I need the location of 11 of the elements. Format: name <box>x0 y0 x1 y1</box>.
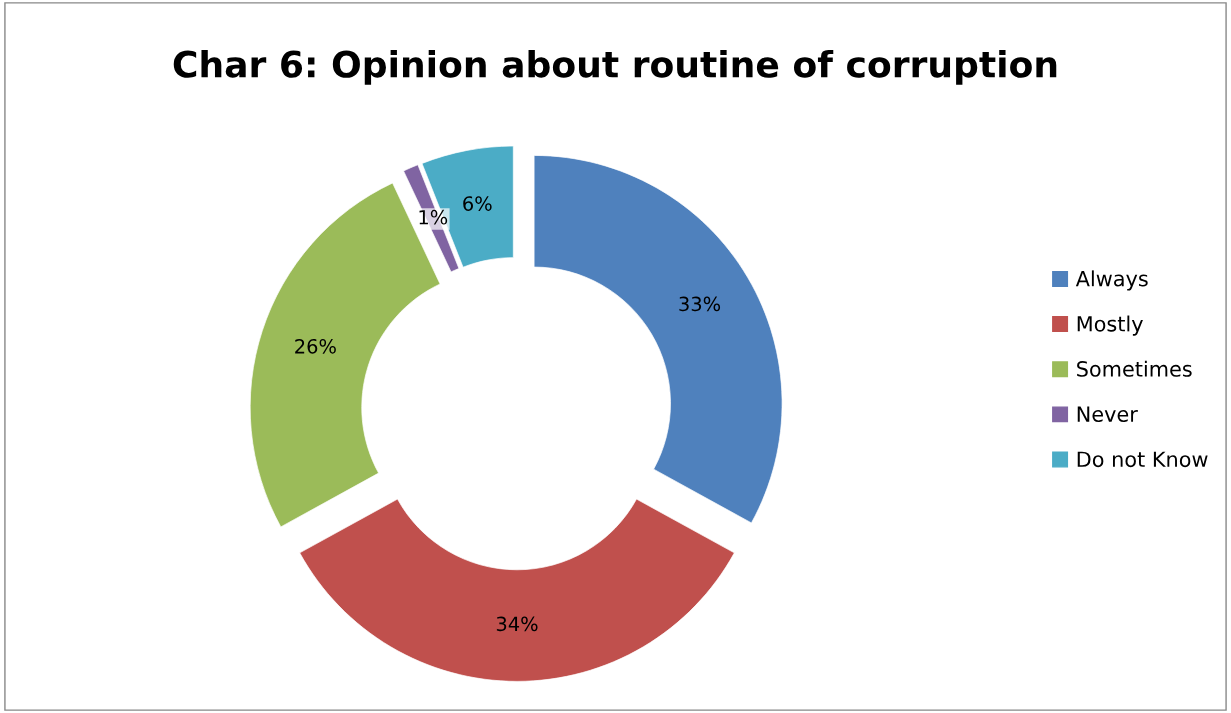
legend-label: Never <box>1077 406 1138 422</box>
data-label: 26% <box>295 338 336 354</box>
data-label: 34% <box>496 616 538 632</box>
legend-label: Always <box>1075 270 1148 291</box>
legend-label: Do not Know <box>1077 451 1208 468</box>
legend-label: Sometimes <box>1077 360 1192 377</box>
data-label: 1% <box>419 209 448 225</box>
data-label: 6% <box>463 196 492 211</box>
chart-title: Char 6: Opinion about routine of corruption <box>173 49 1057 85</box>
data-label: 33% <box>679 296 721 312</box>
legend-label: Mostly <box>1077 315 1143 336</box>
